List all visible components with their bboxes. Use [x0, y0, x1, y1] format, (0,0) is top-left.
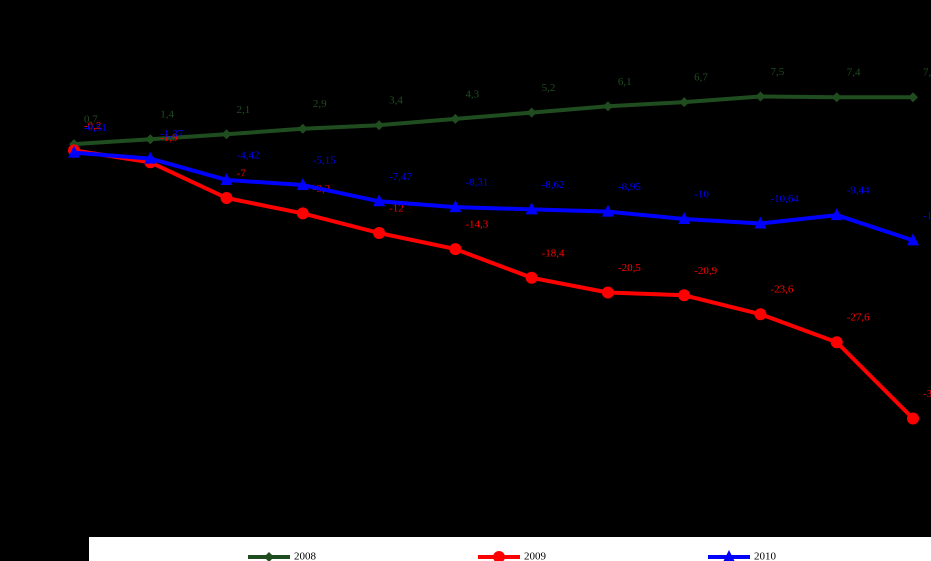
data-label: -38,5 [923, 388, 931, 400]
data-label: -8,62 [542, 179, 565, 191]
data-label: -0,51 [84, 122, 107, 134]
data-label: 2,1 [237, 104, 251, 116]
data-label: -12 [389, 203, 404, 215]
y-tick-label: -10 [51, 213, 66, 225]
legend-marker [723, 550, 735, 561]
data-label: 3,4 [389, 95, 403, 107]
y-tick-label: -20 [51, 283, 66, 295]
data-label: 0,7 [84, 114, 98, 126]
y-tick-label: -30 [51, 353, 66, 365]
data-point [220, 192, 233, 204]
legend-marker [264, 552, 274, 561]
data-point [526, 107, 537, 118]
legend-label: 2009 [524, 551, 547, 561]
data-label: -20,5 [618, 262, 641, 274]
data-point [450, 113, 461, 124]
data-point [678, 212, 691, 224]
y-tick-label: 10 [55, 73, 67, 85]
y-tick-label: 0 [61, 143, 67, 155]
data-label: 4,3 [465, 88, 479, 100]
data-label: -8,31 [465, 177, 488, 189]
data-label: -23,6 [770, 284, 793, 296]
data-point [449, 200, 462, 213]
data-label: 7,4 [923, 67, 931, 79]
data-label: -13,05 [923, 210, 931, 222]
data-label: -10,64 [770, 193, 799, 205]
data-point [373, 194, 386, 207]
data-point [754, 308, 767, 321]
data-label: 1,4 [160, 109, 174, 121]
data-label: 7,5 [770, 66, 784, 78]
data-point [754, 216, 767, 229]
data-label: 6,1 [618, 76, 632, 88]
data-point [449, 243, 462, 256]
data-point [297, 123, 308, 134]
data-label: -18,4 [542, 247, 565, 259]
data-point [602, 101, 613, 112]
data-label: 2,9 [313, 98, 327, 110]
data-point [907, 233, 919, 246]
data-label: -1,9 [160, 132, 178, 144]
y-tick-label: -40 [51, 423, 66, 435]
series-line [73, 150, 914, 243]
data-point [221, 129, 232, 140]
data-point [220, 172, 233, 185]
data-label: -9,44 [847, 185, 870, 197]
data-point [374, 120, 385, 131]
data-label: -8,95 [618, 181, 641, 193]
data-point [296, 207, 309, 220]
data-point [145, 134, 156, 145]
data-point [601, 204, 614, 217]
data-label: -7,47 [389, 171, 412, 183]
data-label: -27,6 [847, 312, 870, 324]
data-label: -14,3 [465, 219, 488, 231]
data-label: -1,37 [160, 128, 183, 140]
data-point [830, 208, 843, 221]
data-point [831, 92, 842, 103]
data-point [373, 227, 386, 239]
data-label: -4,42 [237, 149, 260, 161]
data-label: -7 [237, 168, 247, 180]
data-point [679, 97, 690, 108]
data-label: 5,2 [542, 82, 556, 94]
data-point [144, 151, 157, 164]
data-label: -10 [694, 189, 709, 201]
legend-marker [493, 551, 505, 561]
data-point [296, 178, 309, 191]
data-label: -0,2 [84, 120, 101, 132]
data-point [830, 336, 843, 349]
data-point [755, 91, 766, 102]
data-point [907, 412, 919, 425]
data-point [68, 145, 80, 158]
legend-label: 2008 [294, 551, 317, 561]
data-point [678, 289, 691, 302]
data-point [525, 271, 538, 284]
data-label: -20,9 [694, 265, 717, 277]
legend-label: 2010 [754, 551, 777, 561]
data-point [525, 202, 538, 215]
data-point [908, 92, 918, 103]
data-label: 6,7 [694, 72, 708, 84]
data-point [601, 286, 614, 299]
data-label: -5,15 [313, 155, 336, 167]
series-line [73, 94, 913, 147]
data-label: 7,4 [847, 67, 861, 79]
series-line [73, 148, 915, 420]
